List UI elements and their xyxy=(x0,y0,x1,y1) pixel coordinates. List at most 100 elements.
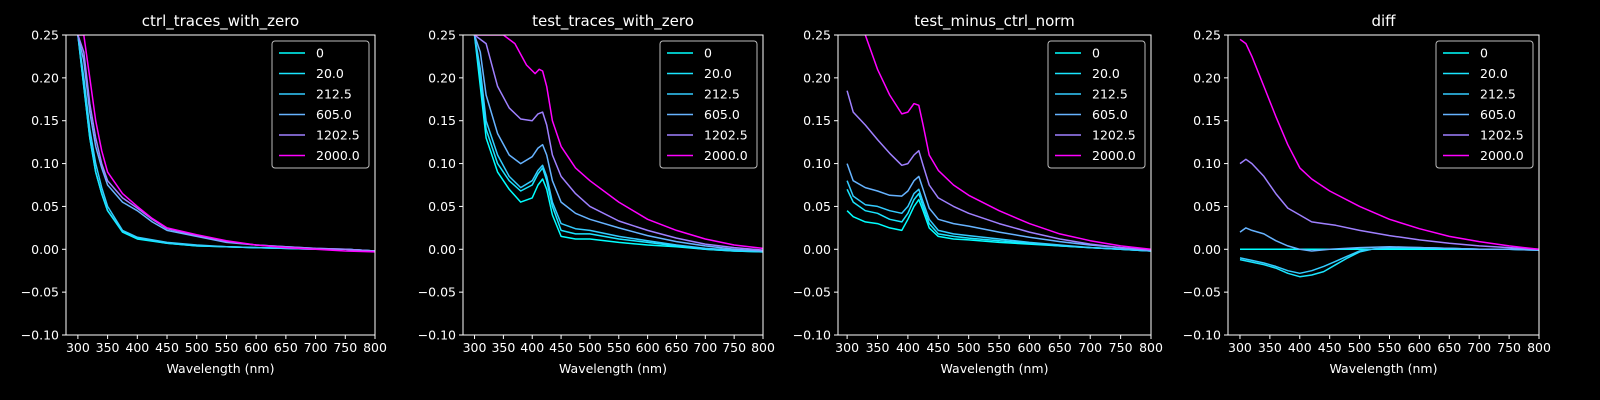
series-line-5 xyxy=(77,35,375,253)
legend-label-0: 0 xyxy=(316,46,324,61)
series-line-4 xyxy=(474,35,763,251)
y-tick-label-7: 0.25 xyxy=(1193,28,1221,43)
legend-label-2: 212.5 xyxy=(1092,87,1128,102)
series-line-3 xyxy=(1239,227,1539,252)
y-tick-label-5: 0.15 xyxy=(428,113,456,128)
x-tick-label-0: 300 xyxy=(463,340,487,355)
y-tick-label-3: 0.05 xyxy=(428,199,456,214)
x-tick-label-3: 450 xyxy=(1318,340,1342,355)
legend-label-4: 1202.5 xyxy=(704,128,748,143)
y-tick-label-4: 0.10 xyxy=(1193,156,1221,171)
series-line-4 xyxy=(846,90,1151,251)
chart-title: ctrl_traces_with_zero xyxy=(142,12,299,31)
x-tick-label-1: 350 xyxy=(1258,340,1282,355)
x-tick-label-8: 700 xyxy=(1078,340,1102,355)
series-line-4 xyxy=(1239,158,1539,251)
series-line-3 xyxy=(846,163,1151,251)
series-group xyxy=(473,35,763,253)
x-tick-label-7: 650 xyxy=(1437,340,1461,355)
legend: 0 20.0 212.5 605.0 1202.5 2000.0 xyxy=(1435,40,1534,169)
x-tick-label-4: 500 xyxy=(578,340,602,355)
x-tick-label-0: 300 xyxy=(66,340,90,355)
series-line-3 xyxy=(473,35,763,252)
series-line-1 xyxy=(473,35,763,253)
y-tick-label-7: 0.25 xyxy=(31,28,59,43)
legend-label-3: 605.0 xyxy=(1092,107,1128,122)
x-axis-label: Wavelength (nm) xyxy=(941,361,1049,376)
chart-title: test_traces_with_zero xyxy=(532,12,694,31)
legend-label-5: 2000.0 xyxy=(316,148,360,163)
chart-panel-2: 300 350 400 450 500 550 600 650 700 750 800 −0.10 −0… xyxy=(418,12,775,376)
series-line-5 xyxy=(864,35,1151,251)
x-tick-label-5: 550 xyxy=(215,340,239,355)
y-tick-label-1: −0.05 xyxy=(21,285,59,300)
plot-frame xyxy=(837,34,1152,336)
x-tick-label-0: 300 xyxy=(835,340,859,355)
y-tick-label-6: 0.20 xyxy=(428,70,456,85)
legend-label-1: 20.0 xyxy=(1480,66,1508,81)
series-group xyxy=(77,35,375,253)
legend-label-4: 1202.5 xyxy=(1092,128,1136,143)
legend: 0 20.0 212.5 605.0 1202.5 2000.0 xyxy=(1047,40,1146,169)
x-axis-label: Wavelength (nm) xyxy=(167,361,275,376)
x-tick-label-8: 700 xyxy=(693,340,717,355)
series-line-0 xyxy=(473,35,763,253)
y-tick-label-5: 0.15 xyxy=(1193,113,1221,128)
x-tick-label-2: 400 xyxy=(896,340,920,355)
x-tick-label-8: 700 xyxy=(304,340,328,355)
y-tick-label-3: 0.05 xyxy=(1193,199,1221,214)
legend-label-1: 20.0 xyxy=(316,66,344,81)
y-tick-label-2: 0.00 xyxy=(803,242,831,257)
legend-label-5: 2000.0 xyxy=(1092,148,1136,163)
x-tick-label-9: 750 xyxy=(1109,340,1133,355)
legend-label-2: 212.5 xyxy=(1480,87,1516,102)
chart-panel-1: 300 350 400 450 500 550 600 650 700 750 800 −0.10 −0… xyxy=(21,12,387,376)
x-tick-label-10: 800 xyxy=(1527,340,1551,355)
y-tick-label-3: 0.05 xyxy=(31,199,59,214)
x-tick-label-9: 750 xyxy=(722,340,746,355)
legend-label-1: 20.0 xyxy=(704,66,732,81)
legend-label-0: 0 xyxy=(1092,46,1100,61)
y-tick-label-2: 0.00 xyxy=(1193,242,1221,257)
x-tick-label-6: 600 xyxy=(1018,340,1042,355)
chart-title: test_minus_ctrl_norm xyxy=(914,12,1075,31)
series-group xyxy=(1239,38,1539,278)
y-tick-label-2: 0.00 xyxy=(428,242,456,257)
legend-label-1: 20.0 xyxy=(1092,66,1120,81)
series-line-5 xyxy=(1239,38,1539,251)
chart-panel-3: 300 350 400 450 500 550 600 650 700 750 800 −0.10 −0… xyxy=(793,12,1163,376)
legend-label-5: 2000.0 xyxy=(704,148,748,163)
legend-label-2: 212.5 xyxy=(316,87,352,102)
y-tick-label-3: 0.05 xyxy=(803,199,831,214)
legend-label-0: 0 xyxy=(1480,46,1488,61)
x-tick-label-9: 750 xyxy=(333,340,357,355)
y-tick-label-6: 0.20 xyxy=(803,70,831,85)
series-line-5 xyxy=(474,35,763,250)
y-tick-label-2: 0.00 xyxy=(31,242,59,257)
x-tick-label-8: 700 xyxy=(1467,340,1491,355)
chart-panel-4: 300 350 400 450 500 550 600 650 700 750 800 −0.10 −0… xyxy=(1183,12,1551,376)
x-tick-label-7: 650 xyxy=(274,340,298,355)
y-tick-label-6: 0.20 xyxy=(1193,70,1221,85)
plot-frame xyxy=(65,34,376,336)
x-tick-label-6: 600 xyxy=(244,340,268,355)
x-tick-label-9: 750 xyxy=(1497,340,1521,355)
x-tick-label-2: 400 xyxy=(125,340,149,355)
y-tick-label-7: 0.25 xyxy=(428,28,456,43)
x-tick-label-5: 550 xyxy=(1378,340,1402,355)
x-tick-label-1: 350 xyxy=(491,340,515,355)
x-tick-label-10: 800 xyxy=(363,340,387,355)
y-tick-label-7: 0.25 xyxy=(803,28,831,43)
legend-label-3: 605.0 xyxy=(1480,107,1516,122)
x-tick-label-6: 600 xyxy=(636,340,660,355)
x-tick-label-4: 500 xyxy=(185,340,209,355)
x-tick-label-3: 450 xyxy=(549,340,573,355)
x-tick-label-3: 450 xyxy=(926,340,950,355)
x-tick-label-4: 500 xyxy=(1348,340,1372,355)
x-tick-label-4: 500 xyxy=(957,340,981,355)
x-tick-label-0: 300 xyxy=(1228,340,1252,355)
y-tick-label-5: 0.15 xyxy=(803,113,831,128)
x-tick-label-7: 650 xyxy=(1048,340,1072,355)
legend-label-5: 2000.0 xyxy=(1480,148,1524,163)
